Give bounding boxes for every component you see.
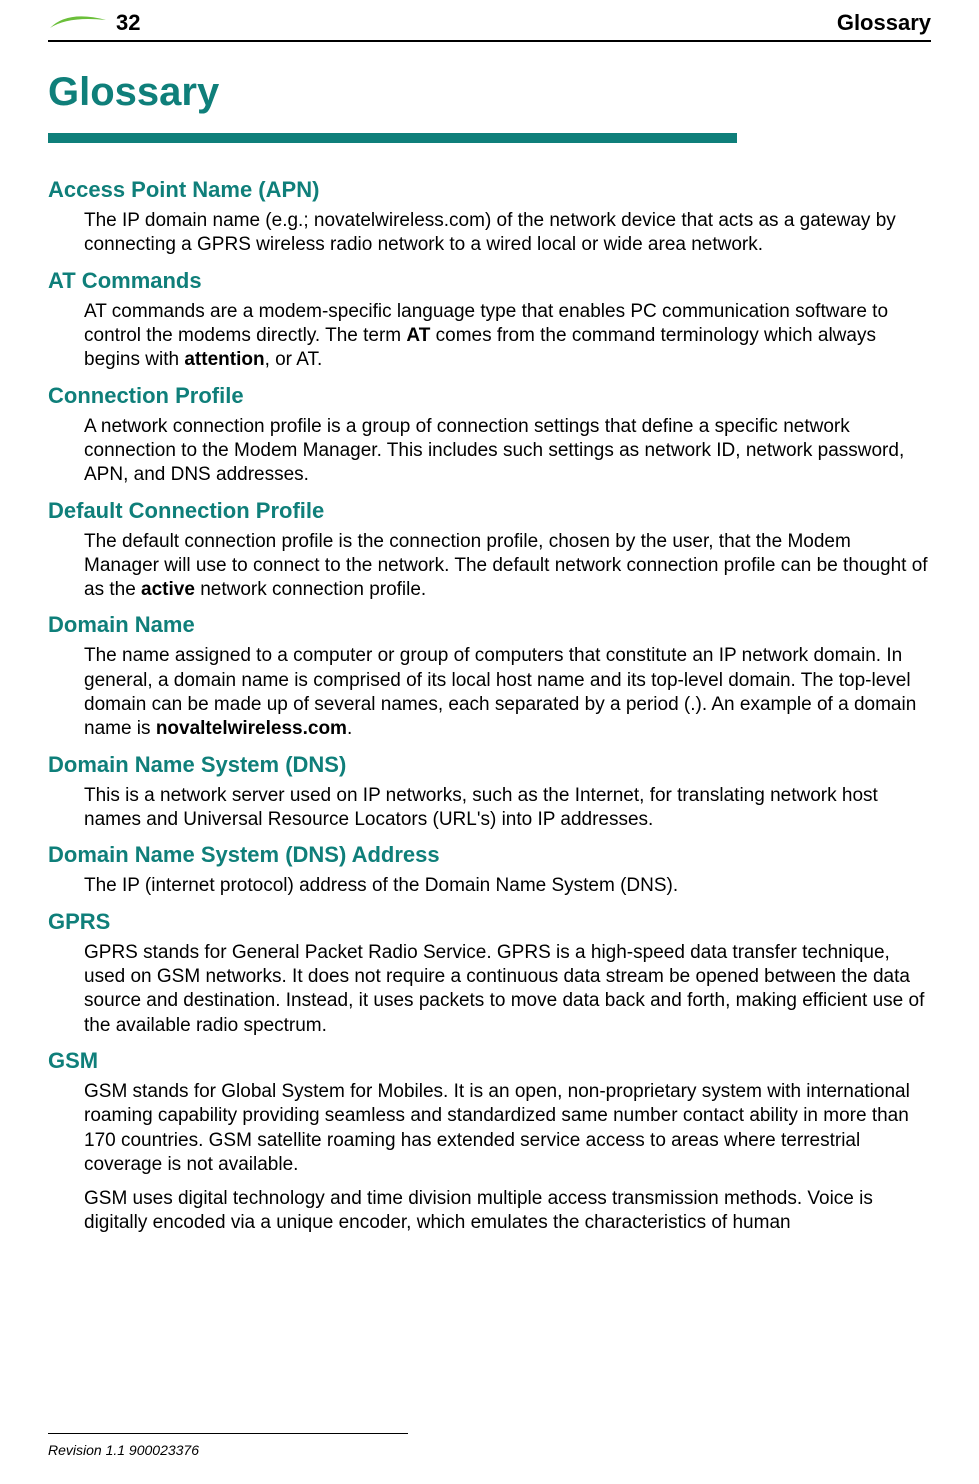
glossary-term: Default Connection Profile xyxy=(48,498,931,524)
glossary-definition: The default connection profile is the co… xyxy=(84,530,931,603)
definition-text: network connection profile. xyxy=(195,579,426,600)
glossary-definition: The name assigned to a computer or group… xyxy=(84,644,931,741)
bold-text: attention xyxy=(184,349,264,370)
glossary-term: Connection Profile xyxy=(48,383,931,409)
page-header: 32 Glossary xyxy=(48,0,931,42)
bold-text: active xyxy=(141,579,195,600)
logo-swoosh-icon xyxy=(48,14,108,32)
section-label: Glossary xyxy=(837,10,931,36)
bold-text: novaltelwireless.com xyxy=(156,718,347,739)
definition-text: The IP domain name (e.g.; novatelwireles… xyxy=(84,210,896,255)
definition-text: GSM stands for Global System for Mobiles… xyxy=(84,1081,910,1175)
definition-text: GSM uses digital technology and time div… xyxy=(84,1188,873,1233)
bold-text: AT xyxy=(406,325,430,346)
glossary-definition: GPRS stands for General Packet Radio Ser… xyxy=(84,941,931,1038)
glossary-term: Domain Name System (DNS) xyxy=(48,752,931,778)
glossary-term: AT Commands xyxy=(48,268,931,294)
title-underline xyxy=(48,133,737,143)
definition-text: The IP (internet protocol) address of th… xyxy=(84,875,678,896)
glossary-definition: The IP domain name (e.g.; novatelwireles… xyxy=(84,209,931,258)
footer-revision: Revision 1.1 900023376 xyxy=(48,1442,199,1458)
glossary-definition: A network connection profile is a group … xyxy=(84,415,931,488)
header-left: 32 xyxy=(48,10,140,36)
glossary-definition: The IP (internet protocol) address of th… xyxy=(84,874,931,898)
glossary-term: Domain Name System (DNS) Address xyxy=(48,842,931,868)
glossary-term: Access Point Name (APN) xyxy=(48,177,931,203)
definition-text: GPRS stands for General Packet Radio Ser… xyxy=(84,942,924,1036)
definition-text: A network connection profile is a group … xyxy=(84,416,904,486)
glossary-definition: GSM uses digital technology and time div… xyxy=(84,1187,931,1236)
glossary-definition: This is a network server used on IP netw… xyxy=(84,784,931,833)
definition-text: , or AT. xyxy=(265,349,323,370)
page-title: Glossary xyxy=(48,70,931,115)
glossary-definition: AT commands are a modem-specific languag… xyxy=(84,300,931,373)
glossary-term: GPRS xyxy=(48,909,931,935)
glossary-term: GSM xyxy=(48,1048,931,1074)
definition-text: This is a network server used on IP netw… xyxy=(84,785,878,830)
glossary-entries: Access Point Name (APN) The IP domain nam… xyxy=(48,177,931,1236)
page-number: 32 xyxy=(116,10,140,36)
definition-text: . xyxy=(347,718,352,739)
glossary-term: Domain Name xyxy=(48,612,931,638)
glossary-definition: GSM stands for Global System for Mobiles… xyxy=(84,1080,931,1177)
footer-rule xyxy=(48,1433,408,1434)
